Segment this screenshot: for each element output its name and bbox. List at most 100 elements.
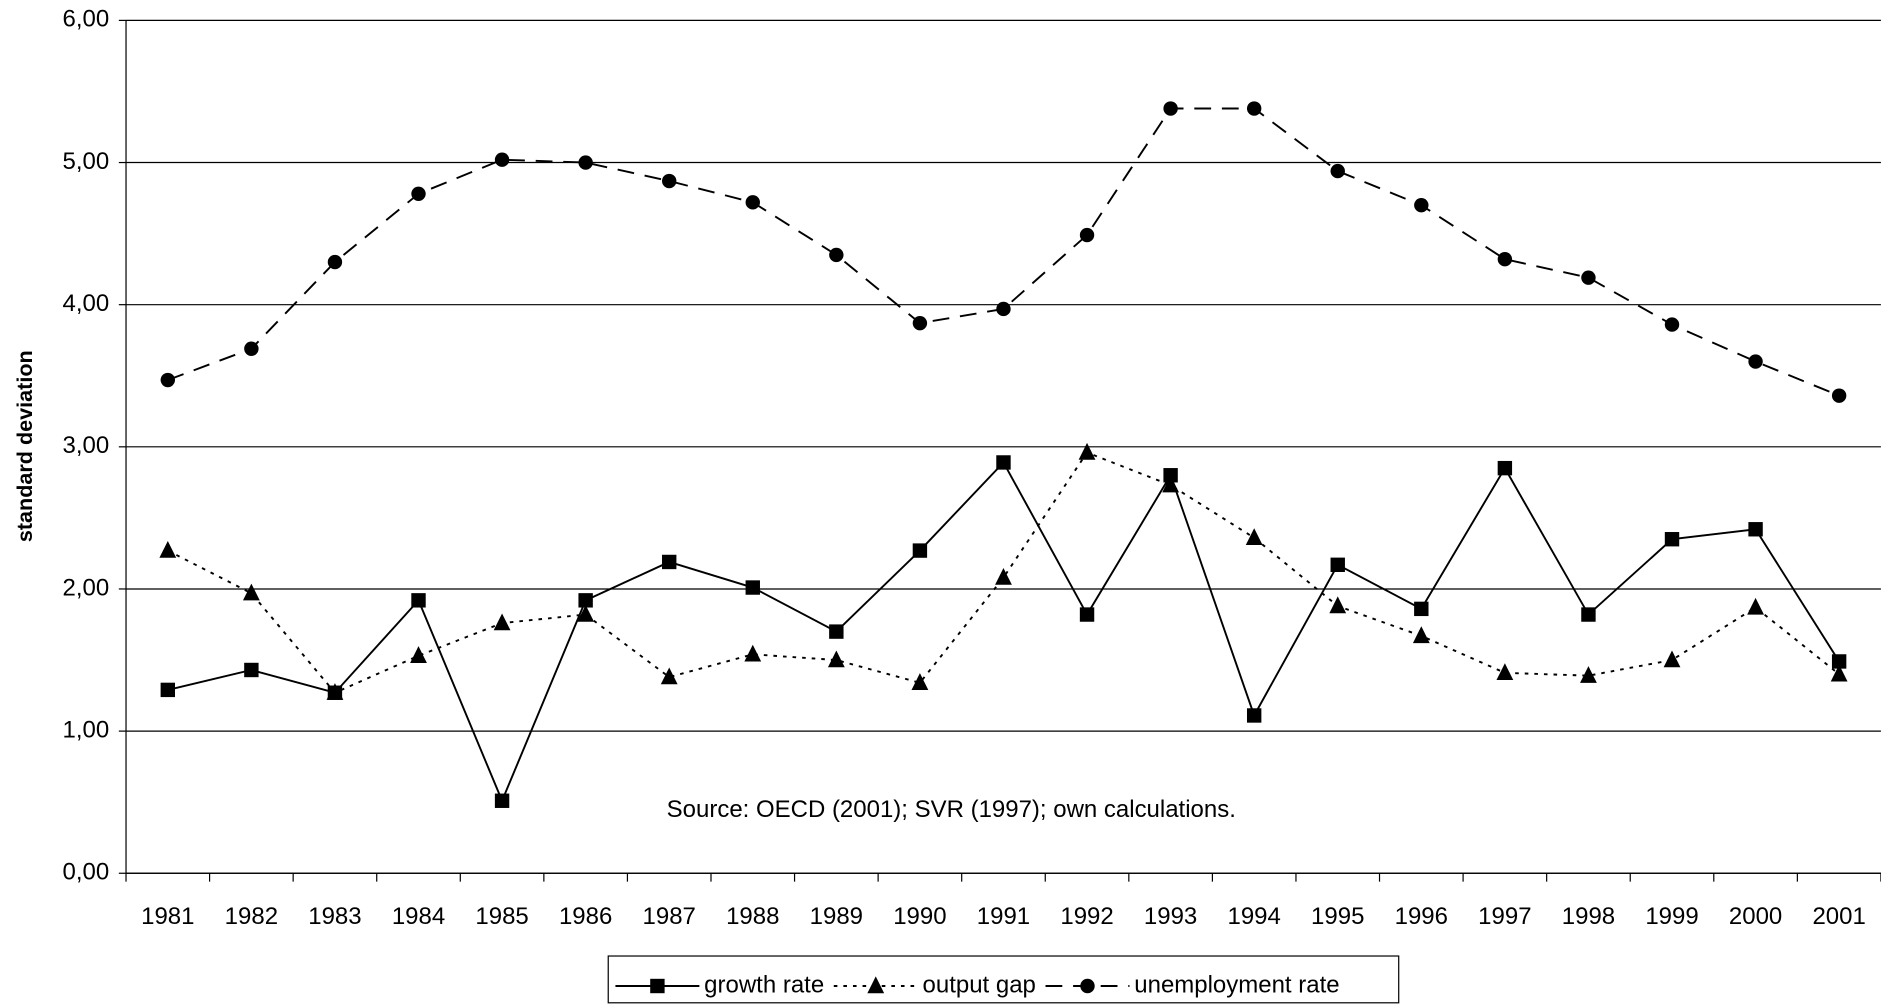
data-point [829, 247, 844, 263]
x-tick-label: 1988 [726, 903, 779, 930]
x-tick-label: 1996 [1395, 903, 1448, 930]
x-tick-label: 1995 [1311, 903, 1364, 930]
data-point [744, 644, 762, 662]
y-tick-label: 4,00 [63, 290, 110, 317]
data-point [1163, 468, 1178, 483]
data-point [911, 673, 929, 690]
series-line [167, 460, 1840, 804]
data-point [1497, 251, 1513, 267]
data-point [327, 254, 343, 270]
data-point [1414, 601, 1429, 617]
data-point [745, 580, 760, 595]
data-point [662, 554, 677, 570]
legend-label: growth rate [704, 971, 824, 998]
data-point [1414, 197, 1429, 213]
data-point [1162, 475, 1180, 493]
data-point [1581, 607, 1596, 622]
legend-box [607, 955, 1400, 1004]
x-tick-label: 1997 [1478, 903, 1531, 930]
data-point [827, 650, 845, 668]
x-tick-label: 2001 [1812, 903, 1865, 930]
data-point [662, 173, 677, 189]
data-point [1663, 650, 1681, 668]
y-tick-label: 1,00 [63, 716, 110, 743]
data-point [160, 682, 176, 698]
data-point [1748, 354, 1763, 369]
x-tick-label: 1984 [392, 903, 445, 930]
data-point [995, 567, 1012, 585]
data-point [1330, 163, 1345, 179]
data-point [410, 646, 427, 663]
data-point [1497, 460, 1513, 476]
x-tick-label: 1991 [977, 903, 1030, 930]
data-point [1831, 388, 1847, 403]
x-tick-label: 1993 [1144, 903, 1197, 930]
data-point [1831, 654, 1847, 669]
data-point [1329, 596, 1347, 614]
data-point [1580, 666, 1597, 683]
data-point [912, 543, 928, 558]
data-point [1830, 664, 1848, 682]
legend-label: output gap [923, 971, 1036, 998]
data-point [160, 372, 176, 388]
x-tick-label: 1981 [141, 903, 194, 930]
y-tick-label: 0,00 [63, 859, 110, 886]
data-point [494, 793, 510, 808]
y-tick-label: 3,00 [63, 432, 110, 459]
data-point [1581, 270, 1596, 285]
data-point [1246, 101, 1262, 116]
x-tick-label: 1983 [308, 903, 361, 930]
data-point [578, 155, 593, 170]
data-point [1246, 708, 1262, 723]
data-point [411, 186, 426, 202]
data-point [1079, 607, 1095, 622]
data-point [1078, 442, 1096, 460]
data-point [996, 455, 1011, 470]
x-tick-label: 1992 [1060, 903, 1113, 930]
series-line [167, 107, 1840, 397]
x-tick-label: 1994 [1227, 903, 1280, 930]
data-point [159, 540, 177, 558]
x-tick-label: 1989 [810, 903, 863, 930]
x-tick-label: 1982 [225, 903, 278, 930]
data-point [1496, 663, 1514, 681]
data-point [1245, 528, 1263, 545]
x-tick-label: 2000 [1729, 903, 1782, 930]
data-point [1163, 101, 1178, 116]
data-point [996, 301, 1011, 317]
data-point [244, 662, 259, 678]
data-point [1664, 317, 1680, 332]
legend-marker [650, 978, 665, 994]
data-point [660, 667, 678, 685]
x-tick-label: 1985 [475, 903, 528, 930]
x-tick-label: 1986 [559, 903, 612, 930]
x-tick-label: 1987 [643, 903, 696, 930]
data-point [578, 593, 593, 608]
data-point [1412, 626, 1430, 644]
data-point [829, 624, 844, 639]
x-tick-label: 1990 [893, 903, 946, 930]
legend-label: unemployment rate [1134, 971, 1339, 998]
data-point [493, 613, 511, 631]
y-tick-label: 6,00 [63, 6, 110, 33]
data-point [1664, 532, 1680, 547]
data-point [326, 683, 344, 700]
y-axis-label: standard deviation [12, 350, 37, 542]
data-point [1748, 522, 1763, 537]
y-tick-label: 5,00 [63, 148, 110, 175]
data-point [494, 152, 510, 167]
data-point [1330, 557, 1345, 572]
legend-marker [1080, 978, 1095, 994]
data-point [244, 341, 259, 356]
annotation: Source: OECD (2001); SVR (1997); own cal… [667, 796, 1236, 823]
data-point [1747, 597, 1764, 615]
x-tick-label: 1999 [1645, 903, 1698, 930]
y-tick-label: 2,00 [63, 574, 110, 601]
data-point [1079, 227, 1095, 243]
data-point [745, 195, 760, 210]
data-point [912, 315, 928, 331]
legend-marker [867, 976, 885, 994]
data-point [411, 593, 426, 608]
